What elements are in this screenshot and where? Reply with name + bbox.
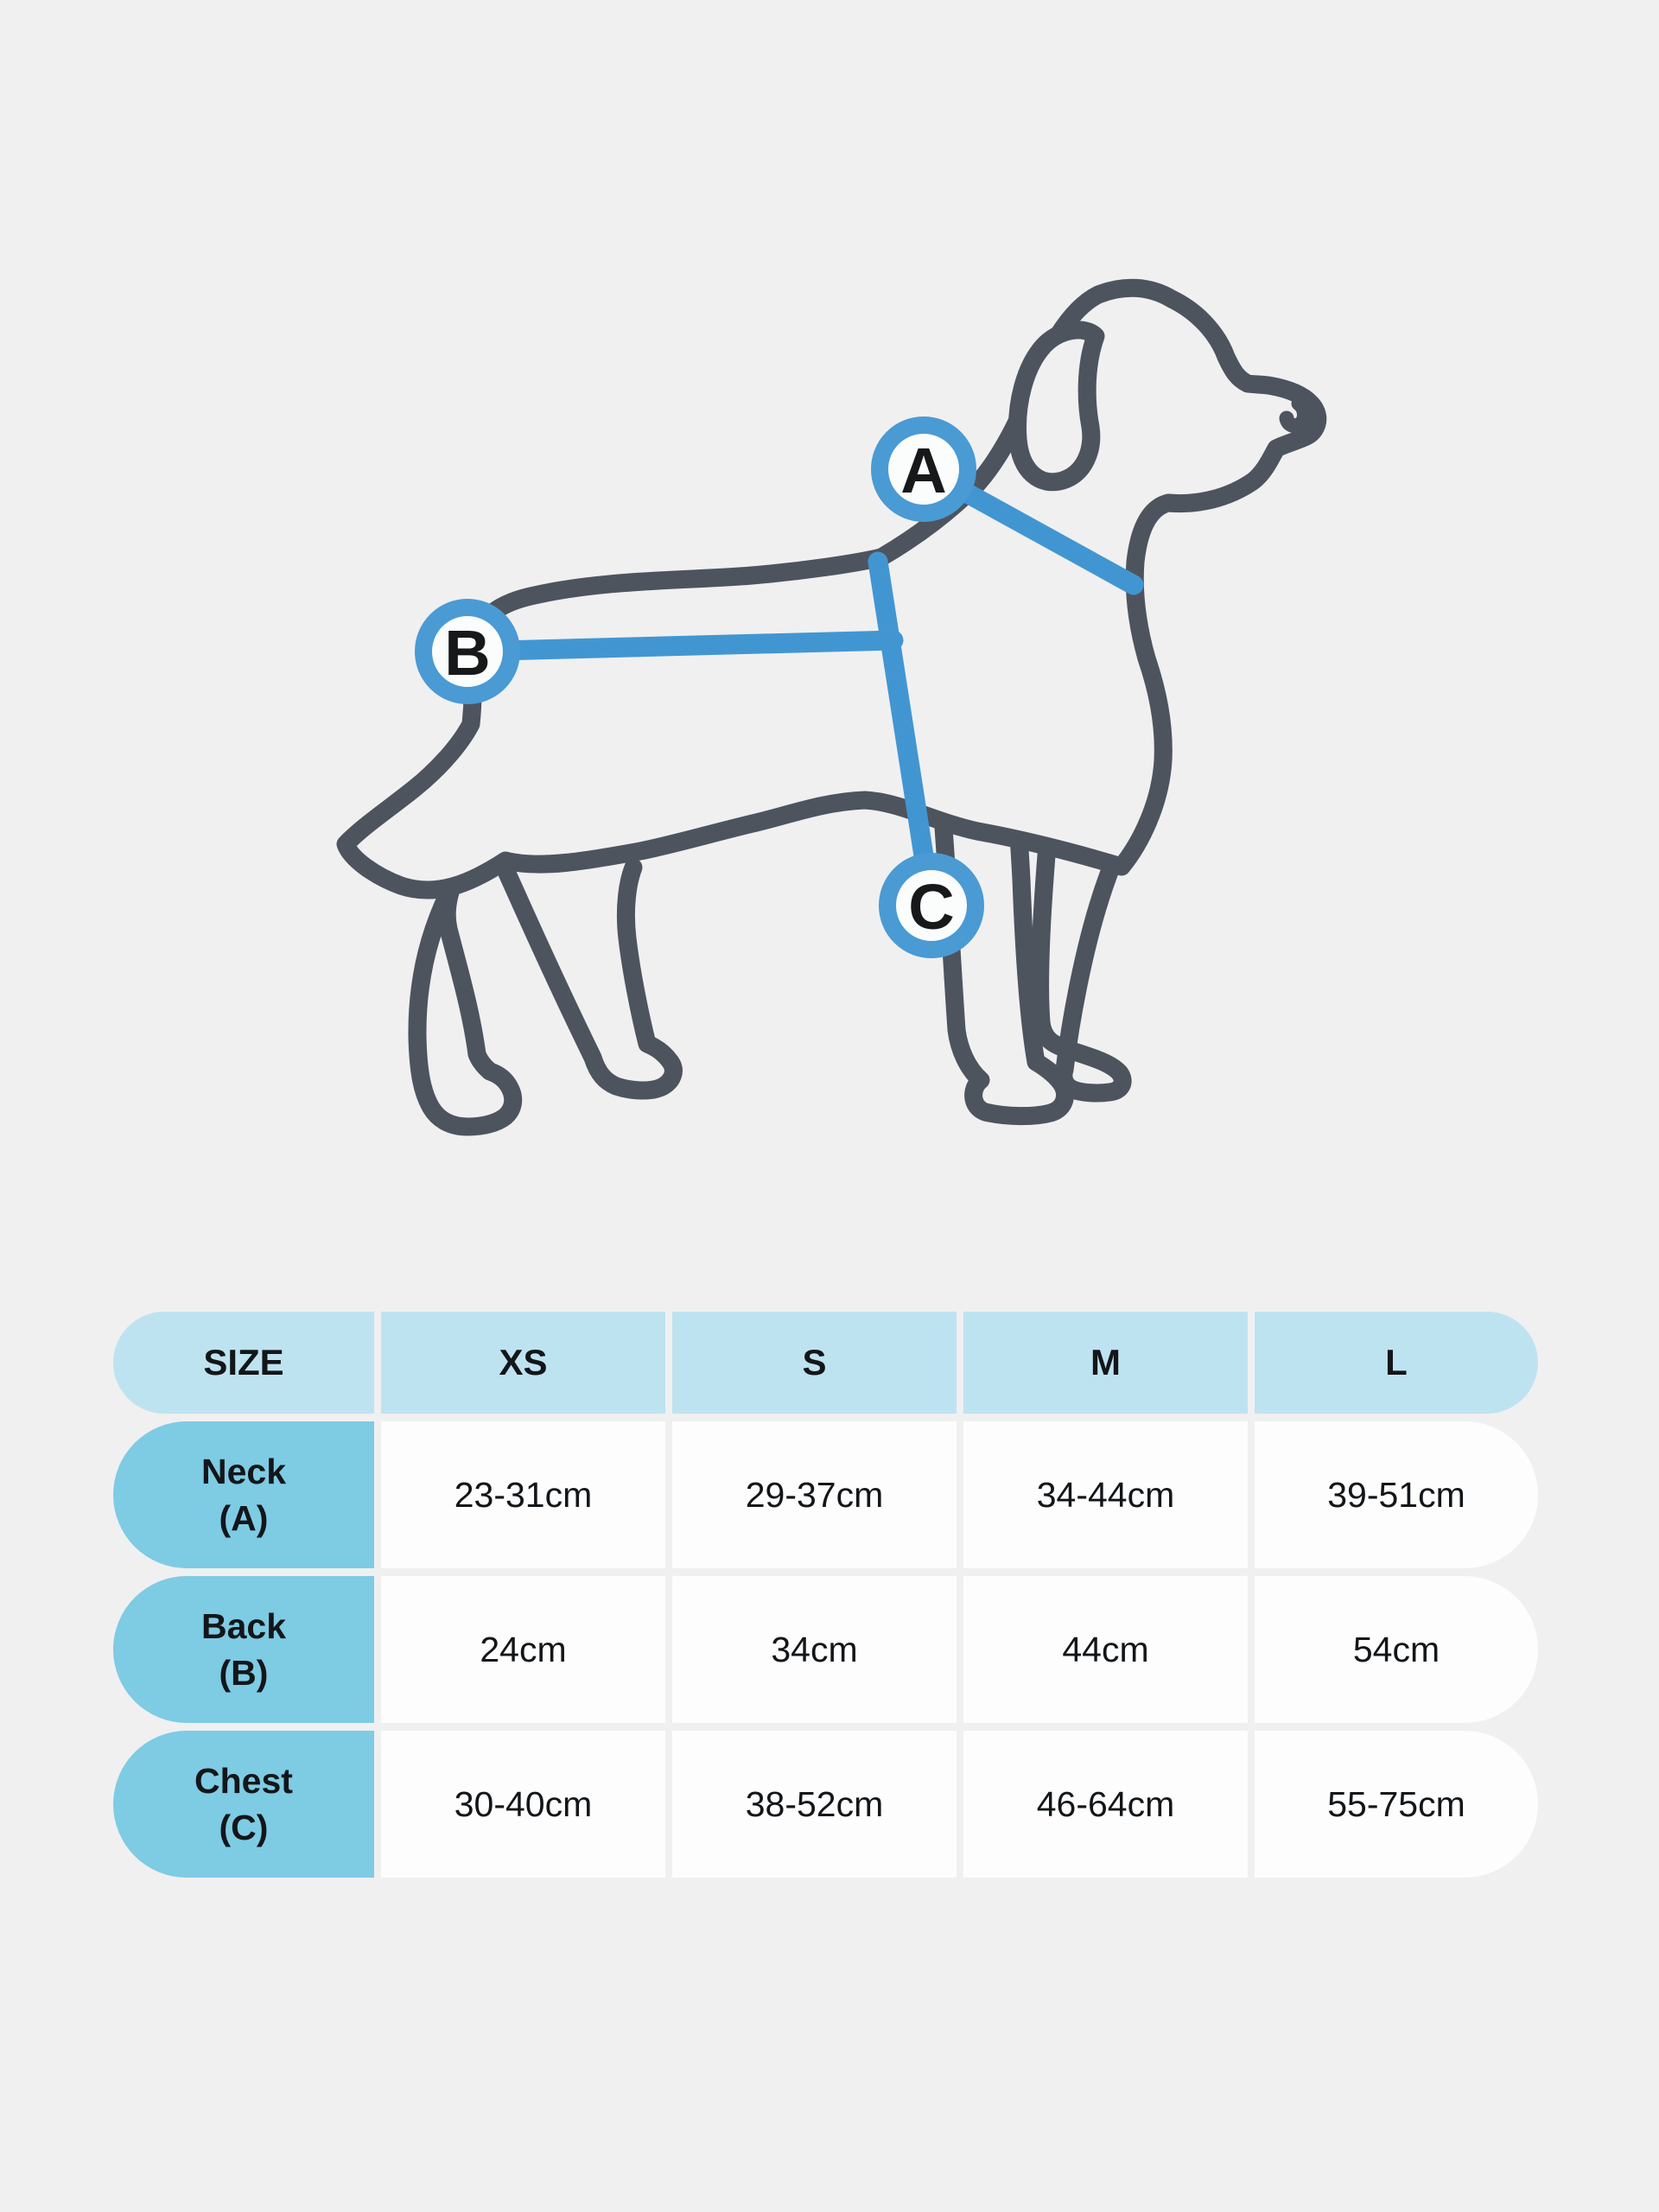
- dog-far-hind-leg: [488, 842, 683, 1100]
- row-label-back-marker: (B): [219, 1653, 269, 1693]
- dog-near-front-leg: [934, 818, 1074, 1126]
- dog-far-front-leg: [1031, 822, 1135, 1103]
- header-cell-l: L: [1255, 1312, 1538, 1414]
- dog-nostril: [1279, 396, 1312, 434]
- marker-a-circle: [871, 416, 976, 522]
- cell-neck-l: 39-51cm: [1255, 1421, 1538, 1568]
- cell-back-m: 44cm: [963, 1576, 1248, 1723]
- cell-neck-s: 29-37cm: [672, 1421, 957, 1568]
- row-label-chest-text: Chest: [194, 1760, 293, 1801]
- marker-b-letter: B: [444, 617, 490, 689]
- dog-ear: [1008, 321, 1105, 492]
- dog-near-hind-leg: [408, 823, 523, 1136]
- cell-back-s: 34cm: [672, 1576, 957, 1723]
- header-cell-m: M: [963, 1312, 1248, 1414]
- dog-body-outline: [336, 278, 1327, 899]
- row-label-neck: Neck (A): [113, 1421, 374, 1568]
- cell-chest-s: 38-52cm: [672, 1731, 957, 1878]
- size-table: SIZE XS S M L Neck (A) 23-31cm 29-37cm 3…: [113, 1312, 1538, 1878]
- row-label-chest: Chest (C): [113, 1731, 374, 1878]
- header-cell-size: SIZE: [113, 1312, 374, 1414]
- marker-b: B: [415, 599, 520, 704]
- row-label-neck-marker: (A): [219, 1498, 269, 1538]
- cell-chest-l: 55-75cm: [1255, 1731, 1538, 1878]
- header-cell-s: S: [672, 1312, 957, 1414]
- marker-c-letter: C: [908, 871, 954, 943]
- cell-neck-xs: 23-31cm: [381, 1421, 665, 1568]
- marker-a: A: [871, 416, 976, 522]
- header-cell-xs: XS: [381, 1312, 665, 1414]
- marker-b-circle: [415, 599, 520, 704]
- row-label-chest-marker: (C): [219, 1808, 269, 1847]
- marker-c-circle: [879, 853, 984, 958]
- row-label-back: Back (B): [113, 1576, 374, 1723]
- cell-chest-xs: 30-40cm: [381, 1731, 665, 1878]
- marker-a-letter: A: [900, 435, 946, 506]
- marker-c: C: [879, 853, 984, 958]
- harness-girth-strap: [868, 551, 942, 916]
- cell-back-xs: 24cm: [381, 1576, 665, 1723]
- row-label-neck-text: Neck: [200, 1451, 286, 1491]
- cell-back-l: 54cm: [1255, 1576, 1538, 1723]
- harness-back-strap: [457, 630, 904, 662]
- row-label-back-text: Back: [200, 1605, 286, 1646]
- cell-chest-m: 46-64cm: [963, 1731, 1248, 1878]
- cell-neck-m: 34-44cm: [963, 1421, 1248, 1568]
